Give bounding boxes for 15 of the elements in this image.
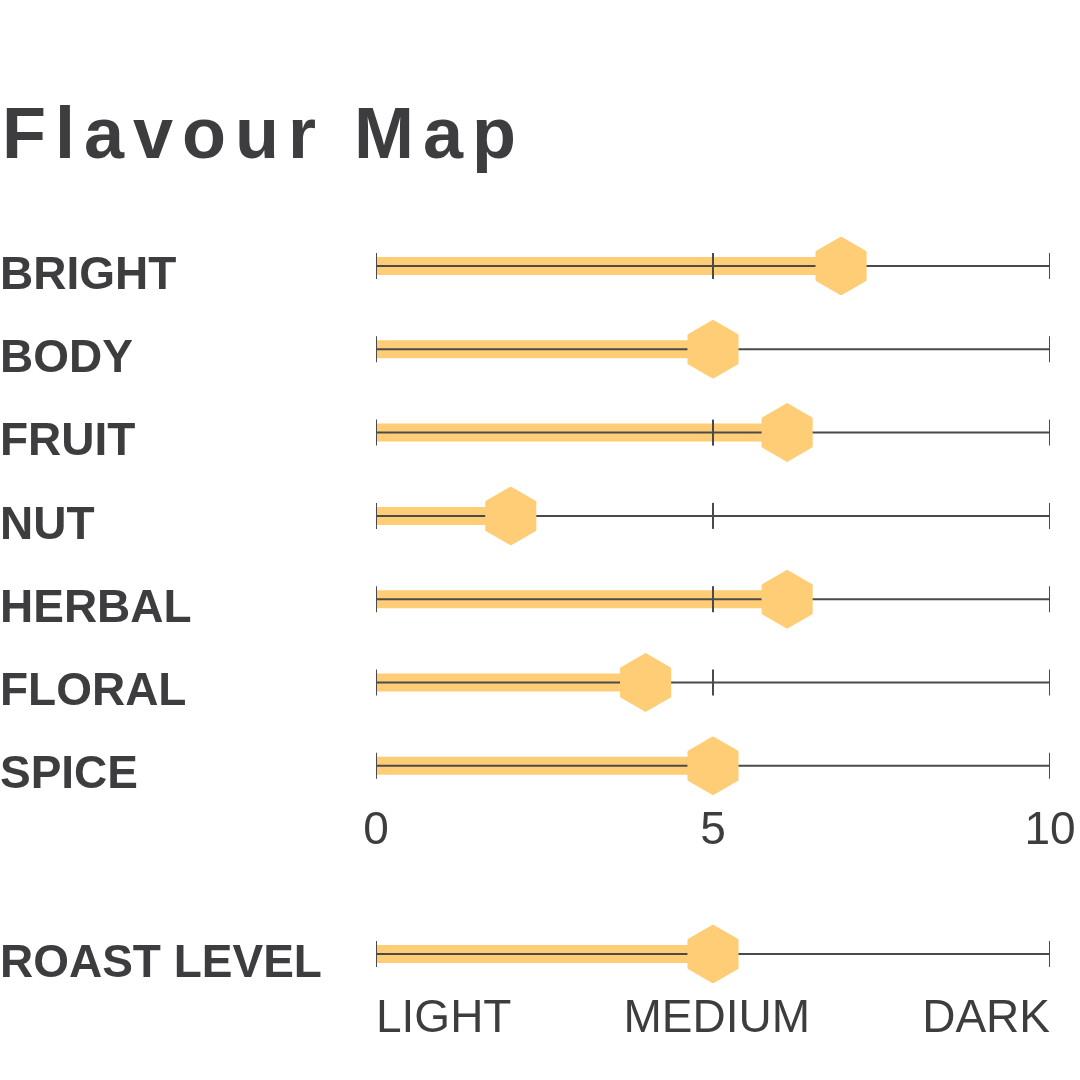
y-tick-label: SPICE [0,746,139,799]
y-tick-label: FLORAL [0,663,187,716]
x-tick-label: 10 [1024,801,1076,854]
x-tick-label: 5 [700,801,726,854]
annotation: LIGHT [376,990,512,1043]
annotation: DARK [922,990,1050,1043]
x-tick-label: 0 [363,801,389,854]
annotation: MEDIUM [623,990,811,1043]
y-tick-label: FRUIT [0,413,136,466]
y-tick-label: HERBAL [0,579,192,632]
y-tick-label: NUT [0,496,95,549]
y-tick-label: ROAST LEVEL [0,934,322,987]
chart-title: Flavour Map [1,93,526,173]
y-tick-label: BODY [0,329,133,382]
y-tick-label: BRIGHT [0,246,177,299]
